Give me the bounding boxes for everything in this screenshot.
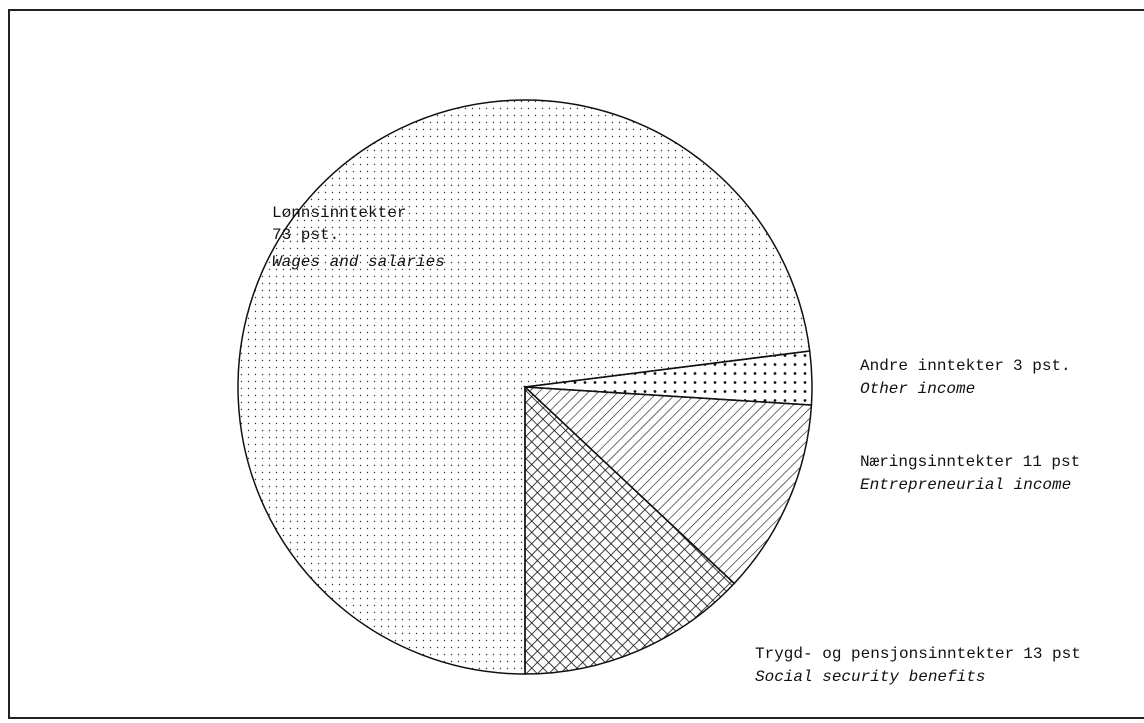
slice-label: Andre inntekter 3 pst. [860,357,1071,375]
category-label: Trygd- og pensjonsinntekter [755,645,1014,663]
english-label: Entrepreneurial income [860,476,1071,494]
value-label: 3 pst. [1013,357,1071,375]
value-label: 73 pst. [272,226,339,244]
category-label: Andre inntekter [860,357,1004,375]
category-label: Lønnsinntekter [272,204,406,222]
pie-slice [522,386,813,585]
english-label: Social security benefits [755,668,985,686]
category-label: Næringsinntekter [860,453,1014,471]
slice-label: Trygd- og pensjonsinntekter 13 pst [755,645,1081,663]
pie-slice [524,385,736,675]
slice-label: Næringsinntekter 11 pst [860,453,1080,471]
english-label: Wages and salaries [272,253,445,271]
english-label: Other income [860,380,975,398]
value-label: 11 pst [1023,453,1081,471]
pie-slice [237,99,811,675]
frame [8,9,1144,719]
slice-label: Lønnsinntekter 73 pst. [272,204,406,244]
value-label: 13 pst [1023,645,1081,663]
